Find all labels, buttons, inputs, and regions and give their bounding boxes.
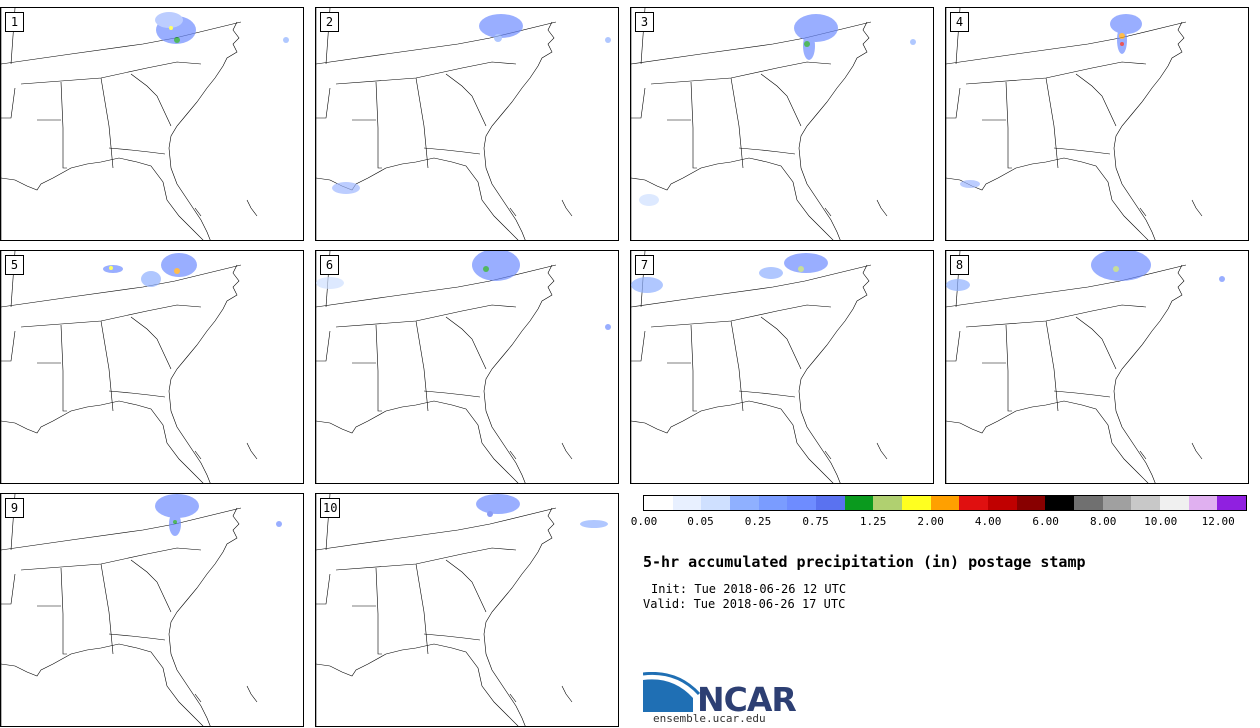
colorbar-tick-label: 8.00 (1089, 515, 1117, 528)
colorbar-tick-label: 4.00 (974, 515, 1002, 528)
ensemble-member-panel-1: 1 (0, 7, 304, 241)
colorbar-swatch (902, 496, 931, 510)
init-time: Init: Tue 2018-06-26 12 UTC (651, 582, 847, 596)
colorbar-tick-label: 0.05 (687, 515, 714, 528)
colorbar-swatch (959, 496, 989, 510)
colorbar-swatch (1102, 496, 1132, 510)
colorbar-tick-label: 6.00 (1032, 515, 1059, 528)
colorbar-swatch (1160, 496, 1189, 510)
colorbar-swatch (701, 496, 731, 510)
colorbar-tick-label: 10.00 (1144, 515, 1178, 528)
colorbar-swatch (758, 496, 788, 510)
ncar-logo-text: NCAR (697, 680, 797, 719)
ensemble-url: ensemble.ucar.edu (653, 712, 766, 725)
member-number: 9 (5, 498, 24, 518)
member-number: 8 (950, 255, 969, 275)
colorbar-tick-label: 12.00 (1201, 515, 1235, 528)
member-number: 7 (635, 255, 654, 275)
colorbar-swatch (1045, 496, 1075, 510)
colorbar-swatch (1217, 496, 1247, 510)
valid-time: Valid: Tue 2018-06-26 17 UTC (643, 597, 846, 611)
chart-title: 5-hr accumulated precipitation (in) post… (643, 553, 1086, 571)
colorbar-swatch (930, 496, 960, 510)
colorbar-swatch (1074, 496, 1103, 510)
colorbar-swatch (988, 496, 1017, 510)
member-number: 4 (950, 12, 969, 32)
ensemble-member-panel-4: 4 (945, 7, 1249, 241)
colorbar-tick-label: 1.25 (859, 515, 887, 528)
member-number: 3 (635, 12, 654, 32)
colorbar-tick-label: 2.00 (917, 515, 944, 528)
colorbar-swatch (816, 496, 845, 510)
colorbar-tick-label: 0.75 (802, 515, 829, 528)
colorbar-swatch (787, 496, 817, 510)
colorbar-swatch (644, 496, 673, 510)
ensemble-member-panel-7: 7 (630, 250, 934, 484)
member-number: 2 (320, 12, 339, 32)
member-number: 6 (320, 255, 339, 275)
colorbar-tick-label: 0.00 (630, 515, 658, 528)
colorbar-swatch (1016, 496, 1046, 510)
ensemble-member-panel-8: 8 (945, 250, 1249, 484)
colorbar-swatch (1131, 496, 1161, 510)
colorbar-swatch (873, 496, 903, 510)
colorbar-swatch (730, 496, 759, 510)
member-number: 1 (5, 12, 24, 32)
member-number: 10 (320, 498, 341, 518)
precip-colorbar (643, 495, 1247, 511)
colorbar-swatch (844, 496, 874, 510)
ensemble-member-panel-9: 9 (0, 493, 304, 727)
colorbar-tick-label: 0.25 (744, 515, 772, 528)
ncar-logo-icon (643, 672, 701, 712)
ensemble-member-panel-10: 10 (315, 493, 619, 727)
precip-field (155, 12, 289, 44)
ensemble-member-panel-3: 3 (630, 7, 934, 241)
colorbar-swatch (672, 496, 702, 510)
ensemble-member-panel-6: 6 (315, 250, 619, 484)
ensemble-member-panel-5: 5 (0, 250, 304, 484)
ensemble-member-panel-2: 2 (315, 7, 619, 241)
member-number: 5 (5, 255, 24, 275)
colorbar-swatch (1188, 496, 1218, 510)
